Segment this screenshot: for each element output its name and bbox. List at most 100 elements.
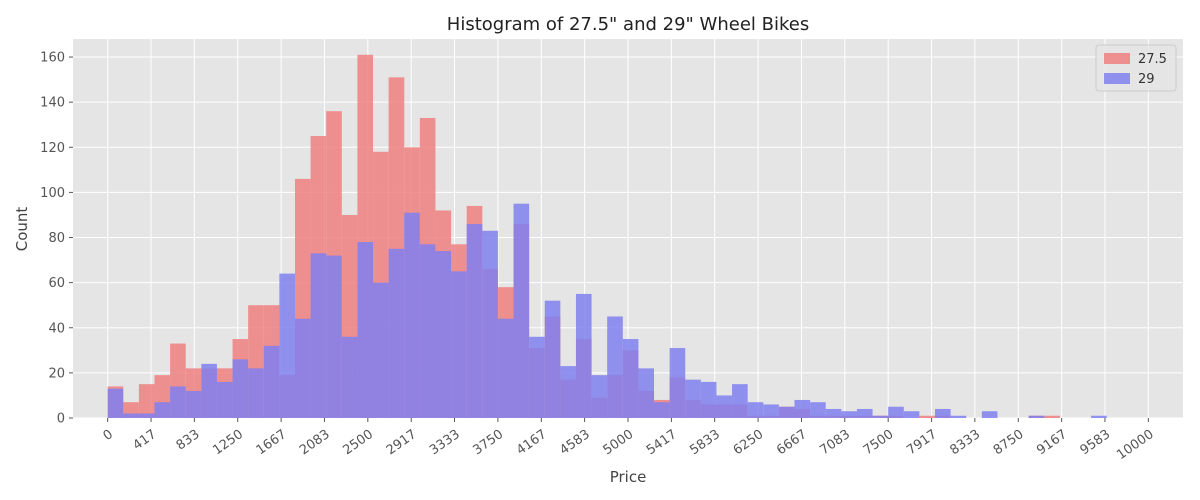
x-tick-label: 7500: [861, 427, 897, 458]
bar: [232, 359, 249, 418]
bar: [763, 404, 779, 418]
x-tick-label: 10000: [1114, 427, 1156, 463]
x-tick-label: 0: [101, 427, 116, 444]
bar: [903, 411, 920, 418]
x-tick-label: 1250: [210, 427, 246, 458]
x-tick-label: 8750: [991, 427, 1027, 458]
bar: [810, 402, 826, 418]
y-tick-label: 140: [40, 96, 65, 111]
y-tick-label: 100: [40, 186, 65, 201]
bar: [935, 408, 951, 418]
x-tick-label: 9583: [1078, 427, 1114, 458]
bar: [1091, 415, 1107, 418]
x-tick-label: 6667: [774, 427, 810, 458]
bar: [138, 384, 155, 418]
bar: [404, 212, 420, 418]
bar: [263, 345, 280, 418]
bar: [185, 390, 202, 418]
legend-swatch: [1104, 73, 1130, 84]
x-tick-label: 3750: [470, 427, 506, 458]
y-tick-label: 20: [48, 366, 65, 381]
bar: [669, 348, 686, 418]
bar: [747, 402, 764, 418]
bar: [700, 381, 717, 418]
series-29: [107, 203, 1107, 418]
bar: [950, 415, 967, 418]
y-tick-label: 160: [40, 51, 65, 66]
bar: [154, 402, 171, 418]
y-tick-label: 60: [48, 276, 65, 291]
bar: [638, 368, 655, 418]
bar: [107, 388, 124, 418]
x-tick-label: 6250: [731, 427, 767, 458]
bar: [279, 273, 295, 418]
bar: [451, 271, 467, 418]
bar: [201, 363, 217, 418]
bar: [716, 395, 733, 418]
x-tick-label: 5417: [644, 427, 680, 458]
x-tick-label: 9167: [1034, 427, 1070, 458]
bar: [872, 415, 889, 418]
x-axis-label: Price: [610, 468, 647, 486]
bar: [216, 381, 233, 418]
bar: [825, 408, 842, 418]
bar: [294, 318, 311, 418]
bar: [341, 336, 358, 418]
bar: [435, 251, 452, 418]
x-tick-label: 7917: [904, 427, 940, 458]
bar: [654, 402, 670, 418]
legend: 27.5 29: [1095, 44, 1177, 92]
y-tick-label: 0: [57, 412, 65, 427]
bar: [856, 408, 873, 418]
bar: [482, 230, 498, 418]
bar: [248, 368, 264, 418]
bar: [1044, 415, 1060, 418]
y-tick-label: 120: [40, 141, 65, 156]
bar: [981, 411, 998, 418]
x-tick-label: 5000: [601, 427, 637, 458]
bar: [888, 406, 904, 418]
bar: [138, 413, 155, 418]
bar: [123, 413, 139, 418]
bar: [357, 242, 374, 418]
bar: [732, 384, 748, 418]
bar: [388, 248, 405, 418]
bar: [575, 293, 592, 418]
x-tick-label: 7083: [817, 427, 853, 458]
bar: [778, 406, 795, 418]
bar: [591, 375, 608, 418]
y-axis-label: Count: [13, 207, 31, 252]
x-tick-label: 417: [130, 427, 159, 454]
x-tick-label: 833: [174, 427, 203, 454]
x-tick-label: 4167: [514, 427, 550, 458]
x-tick-label: 1667: [254, 427, 290, 458]
bar: [841, 411, 857, 418]
bar: [466, 223, 483, 418]
bar: [1028, 415, 1045, 418]
x-tick-label: 3333: [427, 427, 463, 458]
legend-label: 27.5: [1138, 52, 1167, 67]
x-tick-label: 5833: [687, 427, 723, 458]
x-tick-label: 4583: [557, 427, 593, 458]
bar: [529, 336, 545, 418]
bar: [622, 339, 639, 418]
bar: [419, 244, 436, 418]
bar: [560, 366, 576, 418]
bar: [544, 300, 561, 418]
bar: [170, 386, 186, 418]
bar: [919, 415, 936, 418]
bar: [685, 379, 701, 418]
legend-swatch: [1104, 53, 1130, 64]
bar: [326, 255, 342, 418]
chart-title: Histogram of 27.5" and 29" Wheel Bikes: [447, 14, 809, 35]
bar: [310, 253, 327, 418]
bar: [497, 318, 514, 418]
x-tick-label: 2500: [340, 427, 376, 458]
bar: [607, 316, 623, 418]
bar: [794, 399, 811, 418]
x-tick-label: 8333: [947, 427, 983, 458]
legend-label: 29: [1138, 72, 1155, 87]
bar: [373, 282, 389, 418]
